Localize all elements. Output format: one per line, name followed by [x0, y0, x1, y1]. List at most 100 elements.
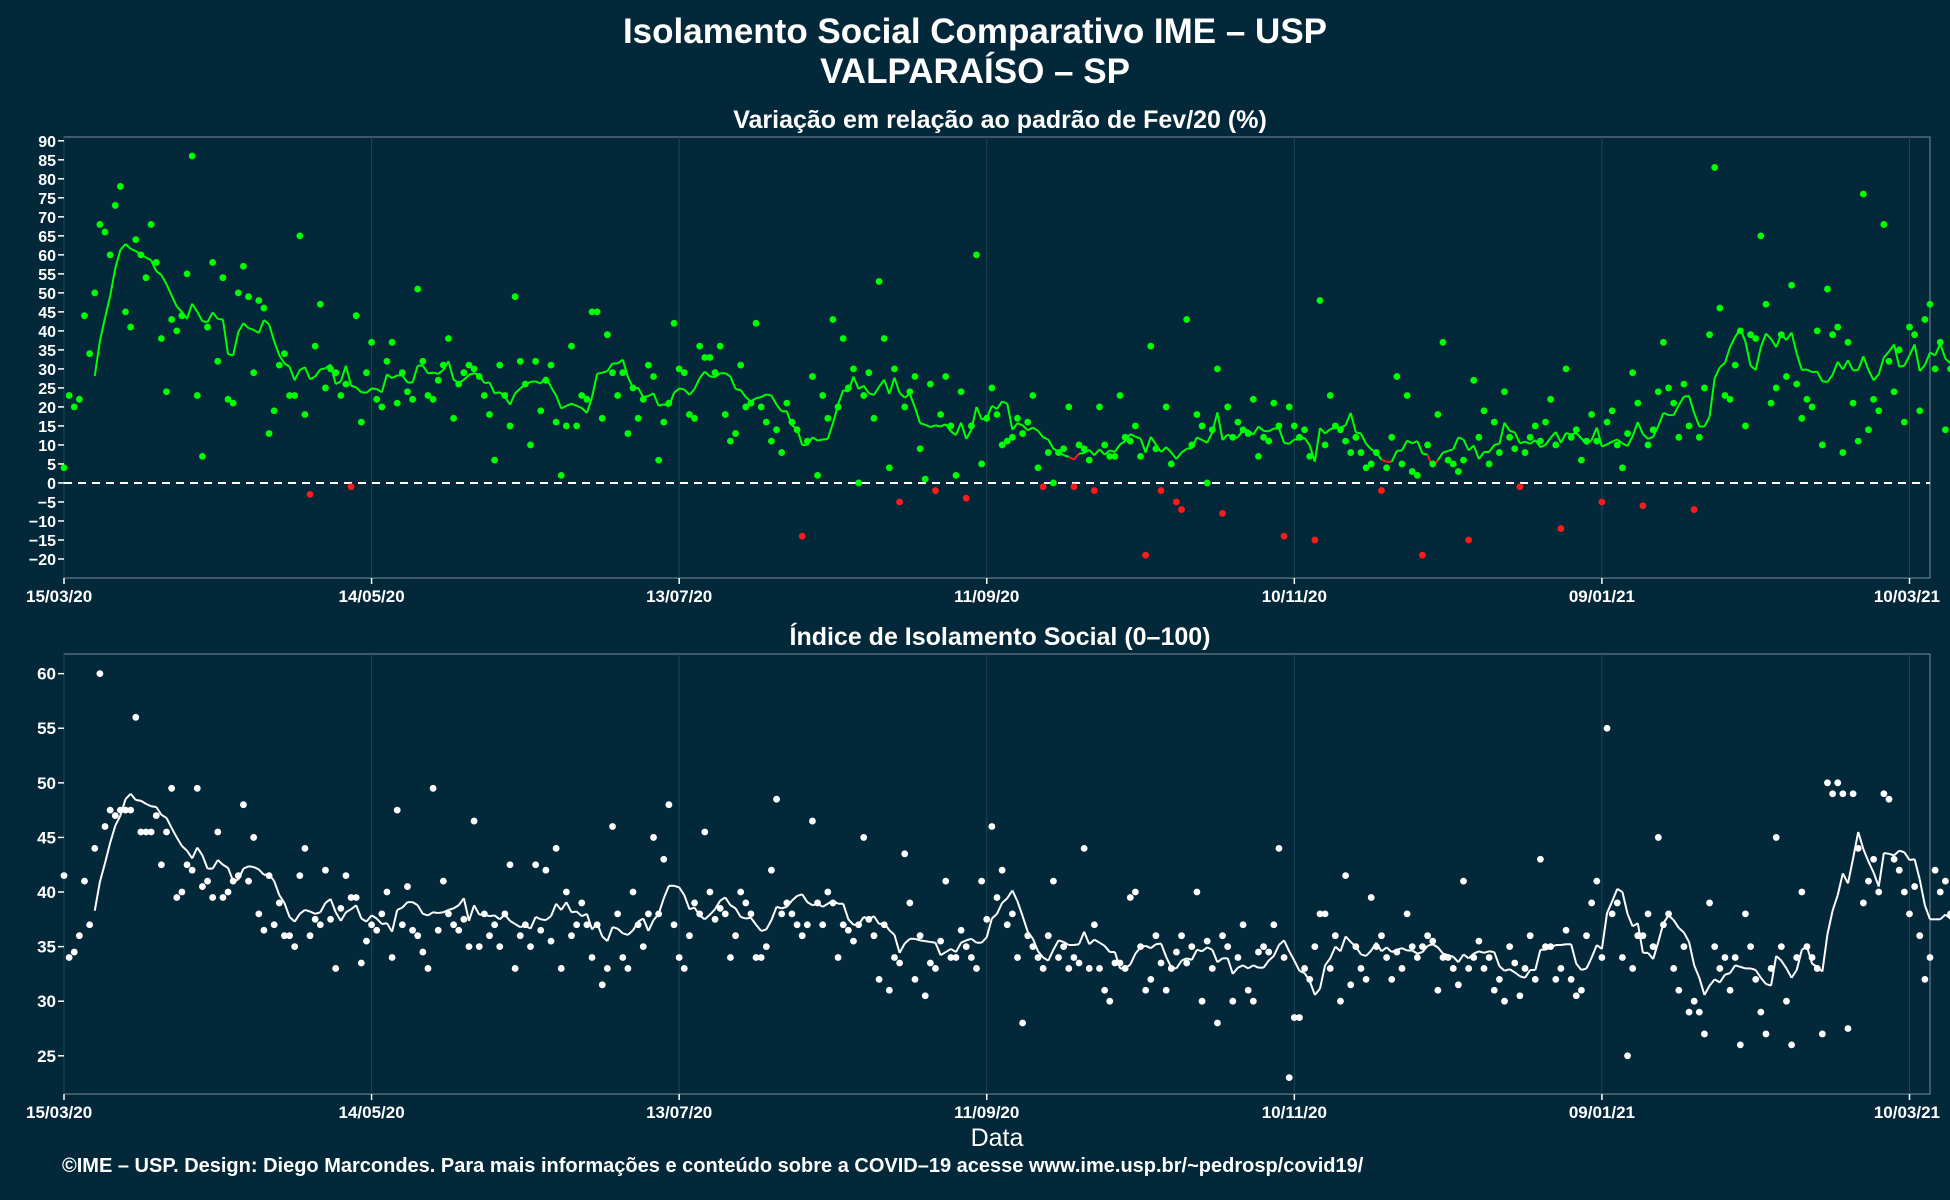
- data-point: [1803, 395, 1811, 403]
- moving-average-segment: [1760, 977, 1767, 985]
- moving-average-segment: [258, 868, 265, 876]
- data-point: [1475, 937, 1483, 945]
- moving-average-segment: [565, 901, 573, 913]
- data-point: [1639, 932, 1647, 940]
- moving-average-segment: [1288, 438, 1295, 445]
- moving-average-segment: [1888, 852, 1895, 857]
- data-point: [219, 894, 227, 901]
- data-point: [1091, 921, 1098, 929]
- moving-average-segment: [1221, 433, 1229, 441]
- moving-average-segment: [160, 813, 168, 819]
- moving-average-segment: [130, 247, 137, 252]
- moving-average-segment: [1923, 904, 1931, 920]
- moving-average-segment: [1478, 950, 1485, 954]
- data-point: [906, 388, 914, 396]
- data-point: [1408, 468, 1416, 475]
- data-point: [265, 872, 273, 880]
- moving-average-segment: [109, 268, 117, 297]
- data-point: [1936, 338, 1944, 346]
- data-point: [1280, 954, 1288, 961]
- data-point: [1813, 327, 1821, 335]
- moving-average-segment: [1621, 891, 1629, 915]
- moving-average-segment: [196, 311, 204, 322]
- data-point: [629, 384, 637, 392]
- data-point: [1613, 441, 1621, 449]
- data-point: [1680, 943, 1688, 951]
- data-point: [1403, 392, 1411, 399]
- data-point: [1521, 965, 1529, 972]
- moving-average-segment: [283, 362, 291, 368]
- data-point: [465, 943, 473, 951]
- data-point: [562, 888, 570, 896]
- moving-average-segment: [1816, 371, 1824, 382]
- moving-average-segment: [309, 375, 316, 381]
- y-tick-label: 40: [37, 883, 56, 902]
- data-point: [1331, 422, 1339, 430]
- x-tick-label: 10/03/21: [1874, 1103, 1940, 1122]
- data-point: [1788, 281, 1795, 289]
- moving-average-segment: [1708, 978, 1716, 987]
- moving-average-segment: [883, 379, 891, 395]
- data-point: [1629, 369, 1637, 377]
- data-point: [1157, 487, 1165, 494]
- data-point: [434, 376, 442, 384]
- x-tick-label: 14/05/20: [338, 1103, 404, 1122]
- moving-average-segment: [970, 938, 978, 944]
- data-point: [716, 342, 724, 350]
- moving-average-segment: [361, 391, 367, 394]
- data-point: [393, 399, 401, 407]
- data-point: [1429, 460, 1437, 468]
- data-point: [142, 828, 150, 836]
- moving-average-segment: [339, 365, 347, 382]
- data-point: [1198, 997, 1206, 1005]
- data-point: [245, 877, 252, 885]
- data-point: [1562, 365, 1570, 373]
- moving-average-segment: [893, 377, 901, 394]
- moving-average-segment: [919, 939, 926, 943]
- data-point: [419, 948, 427, 956]
- moving-average-segment: [427, 371, 434, 375]
- data-point: [896, 498, 903, 506]
- data-point: [803, 437, 811, 445]
- data-point: [542, 866, 550, 874]
- data-point: [486, 932, 493, 940]
- moving-average-segment: [365, 914, 373, 923]
- moving-average-segment: [868, 392, 875, 396]
- data-point: [1613, 899, 1621, 907]
- moving-average-segment: [1017, 422, 1024, 427]
- moving-average-segment: [150, 805, 157, 808]
- data-point: [921, 475, 929, 483]
- data-point: [778, 449, 786, 456]
- data-point: [183, 270, 191, 278]
- data-point: [1490, 986, 1498, 994]
- data-point: [1070, 483, 1078, 491]
- data-point: [829, 316, 837, 323]
- data-point: [783, 399, 791, 407]
- moving-average-segment: [1626, 913, 1634, 927]
- y-tick-label: 40: [38, 324, 56, 341]
- moving-average-segment: [1385, 946, 1393, 953]
- moving-average-segment: [1011, 422, 1019, 431]
- moving-average-segment: [278, 894, 286, 904]
- data-point: [116, 183, 124, 190]
- data-point: [1311, 943, 1319, 951]
- data-point: [1142, 986, 1150, 994]
- moving-average-segment: [237, 322, 245, 333]
- data-point: [1634, 399, 1642, 407]
- data-point: [1690, 997, 1698, 1005]
- moving-average-segment: [1278, 427, 1286, 444]
- data-point: [465, 361, 473, 369]
- moving-average-segment: [862, 385, 870, 394]
- moving-average-segment: [1909, 858, 1915, 862]
- moving-average-segment: [1494, 442, 1500, 446]
- data-point: [1321, 441, 1329, 449]
- moving-average-segment: [817, 438, 823, 442]
- moving-average-segment: [1647, 435, 1654, 440]
- moving-average-segment: [1540, 444, 1546, 449]
- data-point: [1326, 965, 1334, 972]
- data-point: [1137, 943, 1144, 951]
- data-point: [1695, 433, 1703, 441]
- moving-average-segment: [412, 901, 419, 907]
- data-point: [901, 403, 909, 411]
